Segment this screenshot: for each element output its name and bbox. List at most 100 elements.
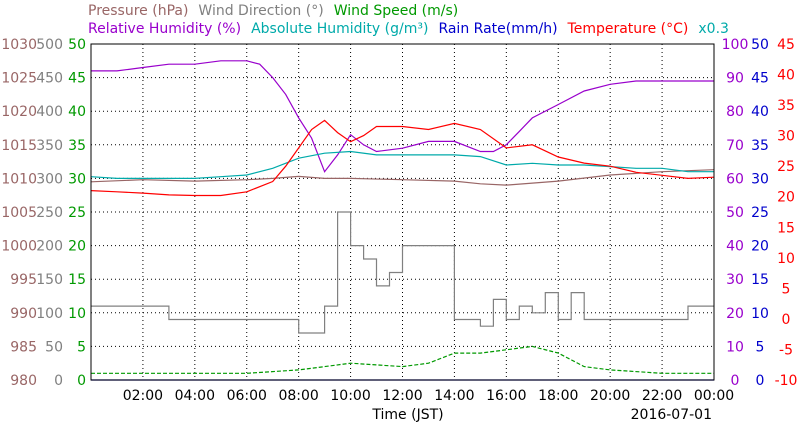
temperature-tick-label: 45	[777, 37, 795, 53]
wind-direction-tick-label: 50	[45, 339, 63, 355]
x-tick-label: 20:00	[590, 388, 630, 404]
left-axes: 1030102510201015101010051000995990985980…	[1, 37, 86, 389]
pressure-tick-label: 1005	[1, 205, 37, 221]
relative-humidity-tick-label: 40	[726, 239, 744, 255]
rain-rate-tick-label: 35	[751, 138, 769, 154]
rain-rate-tick-label: 0	[756, 373, 765, 389]
relative-humidity-tick-label: 70	[726, 138, 744, 154]
series-line-relative-humidity	[91, 60, 714, 173]
wind-speed-tick-label: 40	[68, 104, 86, 120]
rain-rate-tick-label: 40	[751, 104, 769, 120]
wind-direction-tick-label: 100	[36, 306, 63, 322]
relative-humidity-tick-label: 0	[731, 373, 740, 389]
x-tick-label: 16:00	[486, 388, 526, 404]
x-axis-ticks: 02:00 04:00 06:00 08:00 10:00 12:00 14:00 16:00…	[123, 388, 734, 404]
right-axes: 1009080706050403020100504540353025201510…	[722, 37, 798, 389]
x-tick-label: 18:00	[538, 388, 578, 404]
legend-entry: Temperature (°C)	[567, 21, 689, 37]
relative-humidity-tick-label: 100	[722, 37, 749, 53]
x-tick-label: 22:00	[642, 388, 682, 404]
temperature-tick-label: 25	[777, 159, 795, 175]
pressure-tick-label: 1010	[1, 171, 37, 187]
series-line-pressure-hpa	[90, 169, 715, 186]
rain-rate-tick-label: 20	[751, 239, 769, 255]
x-tick-label: 04:00	[175, 388, 215, 404]
wind-speed-tick-label: 10	[68, 306, 86, 322]
pressure-tick-label: 985	[10, 339, 37, 355]
pressure-tick-label: 990	[10, 306, 37, 322]
pressure-tick-label: 1030	[1, 37, 37, 53]
x-tick-label: 00:00	[694, 388, 734, 404]
temperature-tick-label: 15	[777, 220, 795, 236]
legend-entry: x0.3	[698, 21, 729, 37]
temperature-tick-label: 0	[782, 312, 791, 328]
x-tick-label: 14:00	[434, 388, 474, 404]
legend-entry: Relative Humidity (%)	[88, 21, 241, 37]
relative-humidity-tick-label: 10	[726, 339, 744, 355]
x-tick-label: 10:00	[330, 388, 370, 404]
pressure-tick-label: 1000	[1, 239, 37, 255]
wind-direction-tick-label: 350	[36, 138, 63, 154]
series-line-wind-speed-m-s	[91, 345, 714, 374]
rain-rate-tick-label: 50	[751, 37, 769, 53]
legend-row-1: Pressure (hPa) Wind Direction (°) Wind Spe…	[88, 3, 458, 19]
wind-speed-tick-label: 5	[77, 339, 86, 355]
wind-direction-tick-label: 0	[54, 373, 63, 389]
rain-rate-tick-label: 30	[751, 171, 769, 187]
wind-speed-tick-label: 15	[68, 272, 86, 288]
relative-humidity-tick-label: 80	[726, 104, 744, 120]
x-tick-label: 06:00	[227, 388, 267, 404]
legend-row-2: Relative Humidity (%) Absolute Humidity (…	[88, 21, 729, 37]
temperature-tick-label: 30	[777, 129, 795, 145]
temperature-tick-label: -5	[779, 342, 793, 358]
grid-lines	[91, 44, 714, 380]
wind-speed-tick-label: 30	[68, 171, 86, 187]
wind-direction-tick-label: 400	[36, 104, 63, 120]
wind-speed-tick-label: 25	[68, 205, 86, 221]
wind-speed-tick-label: 35	[68, 138, 86, 154]
relative-humidity-tick-label: 20	[726, 306, 744, 322]
pressure-tick-label: 1025	[1, 71, 37, 87]
legend-entry: Rain Rate(mm/h)	[438, 21, 557, 37]
x-tick-label: 08:00	[278, 388, 318, 404]
rain-rate-tick-label: 45	[751, 71, 769, 87]
rain-rate-tick-label: 10	[751, 306, 769, 322]
pressure-tick-label: 980	[10, 373, 37, 389]
x-axis-label: Time (JST)	[371, 407, 443, 423]
legend-entry: Wind Direction (°)	[198, 3, 323, 19]
date-label: 2016-07-01	[631, 407, 712, 423]
wind-direction-tick-label: 150	[36, 272, 63, 288]
temperature-tick-label: 35	[777, 98, 795, 114]
rain-rate-tick-label: 15	[751, 272, 769, 288]
temperature-tick-label: 5	[782, 281, 791, 297]
pressure-tick-label: 1015	[1, 138, 37, 154]
relative-humidity-tick-label: 30	[726, 272, 744, 288]
legend-entry: Absolute Humidity (g/m³)	[251, 21, 428, 37]
rain-rate-tick-label: 25	[751, 205, 769, 221]
wind-speed-tick-label: 50	[68, 37, 86, 53]
plot-frame	[90, 43, 715, 381]
pressure-tick-label: 995	[10, 272, 37, 288]
wind-speed-tick-label: 0	[77, 373, 86, 389]
relative-humidity-tick-label: 60	[726, 171, 744, 187]
pressure-tick-label: 1020	[1, 104, 37, 120]
x-tick-label: 12:00	[382, 388, 422, 404]
relative-humidity-tick-label: 90	[726, 71, 744, 87]
legend-entry: Wind Speed (m/s)	[334, 3, 459, 19]
wind-direction-tick-label: 300	[36, 171, 63, 187]
series-line-temperature-c	[90, 119, 715, 197]
temperature-tick-label: 10	[777, 251, 795, 267]
temperature-tick-label: 40	[777, 68, 795, 84]
rain-rate-tick-label: 5	[756, 339, 765, 355]
series-line-wind-direction	[91, 211, 714, 334]
wind-direction-tick-label: 250	[36, 205, 63, 221]
temperature-tick-label: 20	[777, 190, 795, 206]
relative-humidity-tick-label: 50	[726, 205, 744, 221]
wind-direction-tick-label: 450	[36, 71, 63, 87]
wind-speed-tick-label: 45	[68, 71, 86, 87]
wind-direction-tick-label: 500	[36, 37, 63, 53]
x-tick-label: 02:00	[123, 388, 163, 404]
wind-direction-tick-label: 200	[36, 239, 63, 255]
wind-speed-tick-label: 20	[68, 239, 86, 255]
